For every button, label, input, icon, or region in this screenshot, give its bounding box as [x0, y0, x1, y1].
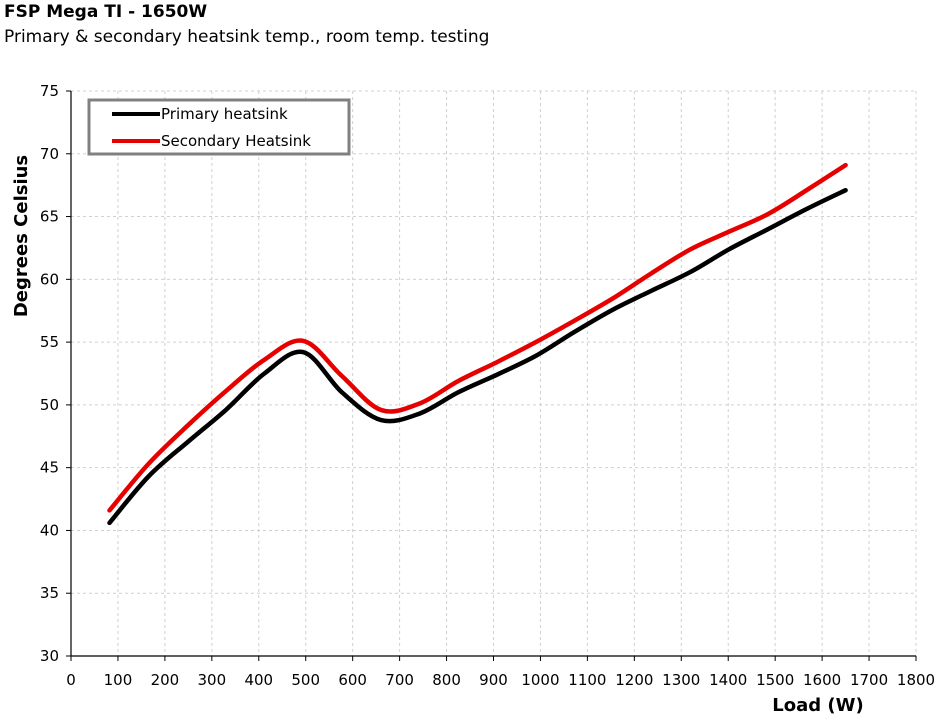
x-tick-label: 400	[244, 671, 273, 689]
x-tick-label: 0	[66, 671, 76, 689]
y-tick-label: 40	[40, 521, 59, 539]
series-line-secondary-heatsink	[107, 162, 848, 513]
y-tick-label: 35	[40, 584, 59, 602]
x-tick-label: 800	[432, 671, 461, 689]
y-tick-label: 60	[40, 270, 59, 288]
series-line-primary-heatsink	[107, 187, 848, 526]
x-tick-label: 1000	[521, 671, 559, 689]
y-tick-label: 55	[40, 333, 59, 351]
x-tick-label: 100	[104, 671, 133, 689]
x-tick-label: 1200	[615, 671, 653, 689]
legend: Primary heatsink Secondary Heatsink	[87, 98, 351, 156]
series-lines	[107, 162, 848, 526]
y-tick-label: 65	[40, 208, 59, 226]
x-tick-label: 1500	[756, 671, 794, 689]
y-tick-label: 75	[40, 82, 59, 100]
y-tick-label: 45	[40, 459, 59, 477]
x-tick-label: 1300	[662, 671, 700, 689]
legend-box	[87, 98, 351, 156]
y-tick-label: 30	[40, 647, 59, 665]
x-tick-label: 200	[151, 671, 180, 689]
axes: 30 35 40 45 50 55 60 65 70 75 0 100 200 300 400 500 600 7…	[40, 82, 935, 689]
x-tick-label: 1800	[897, 671, 935, 689]
x-tick-label: 900	[479, 671, 508, 689]
chart-subtitle: Primary & secondary heatsink temp., room…	[4, 27, 489, 47]
x-tick-label: 1600	[803, 671, 841, 689]
x-axis-title: Load (W)	[772, 695, 863, 716]
chart-title: FSP Mega TI - 1650W	[4, 2, 207, 22]
y-tick-label: 70	[40, 145, 59, 163]
x-tick-label: 600	[338, 671, 367, 689]
x-tick-label: 1100	[568, 671, 606, 689]
y-axis-title: Degrees Celsius	[11, 155, 32, 317]
x-tick-label: 1400	[709, 671, 747, 689]
legend-label-secondary: Secondary Heatsink	[161, 132, 311, 150]
x-tick-label: 500	[291, 671, 320, 689]
y-tick-label: 50	[40, 396, 59, 414]
x-tick-label: 1700	[850, 671, 888, 689]
x-tick-label: 700	[385, 671, 414, 689]
gridlines	[71, 90, 917, 656]
legend-label-primary: Primary heatsink	[161, 105, 288, 123]
x-tick-label: 300	[198, 671, 227, 689]
